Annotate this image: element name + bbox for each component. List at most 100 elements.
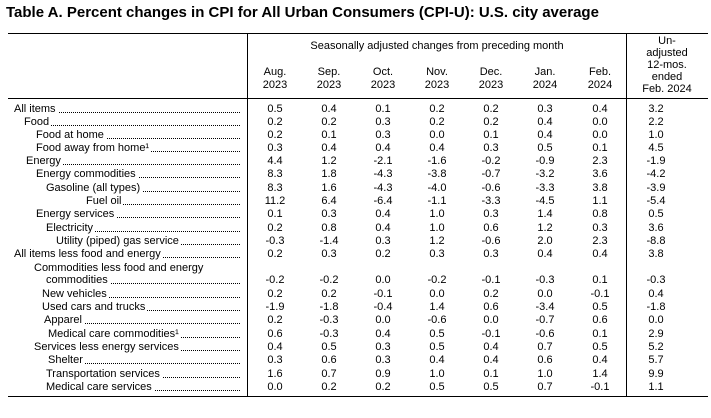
month-label: Dec. — [479, 66, 503, 78]
value-cell: 0.0 — [429, 288, 445, 300]
value-cell: 0.4 — [537, 248, 553, 260]
row-label: Apparel — [0, 314, 240, 327]
row-label: Energy services — [0, 208, 240, 221]
dot-leader — [36, 217, 240, 218]
row-label-text: Commodities less food and energy — [34, 262, 206, 275]
value-cell: 2.3 — [592, 235, 608, 247]
value-cell: 0.4 — [375, 328, 391, 340]
value-cell: 0.3 — [267, 142, 283, 154]
value-cell: 0.6 — [321, 354, 337, 366]
unadjusted-line: ended — [651, 71, 683, 83]
value-cell: -0.1 — [590, 288, 610, 300]
row-label-text: Food away from home¹ — [36, 142, 152, 155]
value-cell: -4.3 — [373, 168, 393, 180]
table-row: Energy commodities 8.3 1.8 -4.3 -3.8 -0.7 -3.2… — [0, 168, 711, 181]
unadjusted-value-cell: 1.0 — [648, 129, 664, 141]
row-label: Used cars and trucks — [0, 301, 240, 314]
value-cell: 0.0 — [267, 381, 283, 393]
value-cell: -0.1 — [373, 288, 393, 300]
dot-leader — [26, 164, 240, 165]
value-cell: 0.8 — [592, 208, 608, 220]
value-cell: 0.3 — [375, 235, 391, 247]
table-row: Commodities less food and energy — [0, 262, 711, 275]
row-label: New vehicles — [0, 288, 240, 301]
table-row: Fuel oil 11.2 6.4 -6.4 -1.1 -3.3 -4.5 1.1 -5.4 — [0, 195, 711, 208]
value-cell: -4.3 — [373, 182, 393, 194]
table-row: Shelter 0.3 0.6 0.3 0.4 0.4 0.6 0.4 5.7 — [0, 354, 711, 367]
row-label: Food away from home¹ — [0, 142, 240, 155]
value-cell: 0.1 — [592, 142, 608, 154]
month-label: Sep. — [317, 66, 341, 78]
value-cell: 0.4 — [429, 354, 445, 366]
value-cell: -0.6 — [481, 182, 501, 194]
unadjusted-line: 12-mos. — [647, 59, 687, 71]
row-label: Food — [0, 116, 240, 129]
table-row: Food 0.2 0.2 0.3 0.2 0.2 0.4 0.0 2.2 — [0, 116, 711, 129]
unadjusted-value-cell: 5.2 — [648, 341, 664, 353]
value-cell: 0.2 — [267, 116, 283, 128]
value-cell: -0.3 — [265, 235, 285, 247]
value-cell: 0.0 — [592, 129, 608, 141]
dot-leader — [86, 204, 240, 205]
value-cell: 1.2 — [321, 155, 337, 167]
value-cell: 0.3 — [483, 208, 499, 220]
value-cell: -0.2 — [481, 155, 501, 167]
value-cell: -0.4 — [373, 301, 393, 313]
table-row: Used cars and trucks -1.9 -1.8 -0.4 1.4 0.6 -3… — [0, 301, 711, 314]
value-cell: 0.2 — [429, 116, 445, 128]
value-cell: 0.9 — [375, 368, 391, 380]
value-cell: 0.2 — [267, 222, 283, 234]
value-cell: 4.4 — [267, 155, 283, 167]
value-cell: 0.3 — [375, 354, 391, 366]
dot-leader — [36, 177, 240, 178]
table-row: Services less energy services 0.4 0.5 0.3 0.… — [0, 341, 711, 354]
value-cell: -0.2 — [427, 274, 447, 286]
value-cell: -0.7 — [535, 314, 555, 326]
value-cell: 0.4 — [375, 208, 391, 220]
year-label: 2023 — [316, 79, 342, 91]
month-label: Aug. — [263, 66, 287, 78]
header-bottom-rule — [8, 98, 708, 99]
row-label: Transportation services — [0, 368, 240, 381]
table-row: Apparel 0.2 -0.3 0.0 -0.6 0.0 -0.7 0.6 0.0 — [0, 314, 711, 327]
row-label: Services less energy services — [0, 341, 240, 354]
value-cell: 0.5 — [321, 341, 337, 353]
month-label: Jan. — [534, 66, 556, 78]
value-cell: 0.3 — [429, 248, 445, 260]
value-cell: 0.0 — [375, 274, 391, 286]
row-label: Medical care commodities¹ — [0, 328, 240, 341]
column-divider-label — [247, 33, 248, 396]
value-cell: 1.4 — [429, 301, 445, 313]
month-column-header: Sep. 2023 — [302, 66, 356, 92]
value-cell: -0.6 — [427, 314, 447, 326]
value-cell: 1.0 — [429, 208, 445, 220]
month-label: Feb. — [588, 66, 611, 78]
value-cell: -1.9 — [265, 301, 285, 313]
row-label-text: Medical care commodities¹ — [48, 328, 181, 341]
row-label-text: Energy — [26, 155, 63, 168]
value-cell: -6.4 — [373, 195, 393, 207]
value-cell: 1.8 — [321, 168, 337, 180]
row-label: Gasoline (all types) — [0, 182, 240, 195]
unadjusted-value-cell: 0.4 — [648, 288, 664, 300]
table-row: Food away from home¹ 0.3 0.4 0.4 0.4 0.3 0.5 0.… — [0, 142, 711, 155]
value-cell: -3.4 — [535, 301, 555, 313]
month-column-header: Feb. 2024 — [573, 66, 627, 92]
dot-leader — [44, 323, 240, 324]
dot-leader — [14, 112, 240, 113]
value-cell: 0.4 — [483, 341, 499, 353]
seasonal-header: Seasonally adjusted changes from precedi… — [310, 40, 564, 52]
value-cell: 0.2 — [321, 116, 337, 128]
value-cell: 1.4 — [592, 368, 608, 380]
value-cell: 0.4 — [429, 142, 445, 154]
value-cell: 0.2 — [483, 288, 499, 300]
table-row: Energy services 0.1 0.3 0.4 1.0 0.3 1.4 0.8 0.5 — [0, 208, 711, 221]
row-label-text: All items — [14, 103, 58, 116]
value-cell: 1.0 — [537, 368, 553, 380]
value-cell: 0.3 — [375, 341, 391, 353]
year-label: 2023 — [424, 79, 450, 91]
value-cell: 0.3 — [321, 248, 337, 260]
value-cell: -0.3 — [319, 314, 339, 326]
value-cell: 0.5 — [429, 341, 445, 353]
row-label-text: commodities — [46, 274, 110, 287]
